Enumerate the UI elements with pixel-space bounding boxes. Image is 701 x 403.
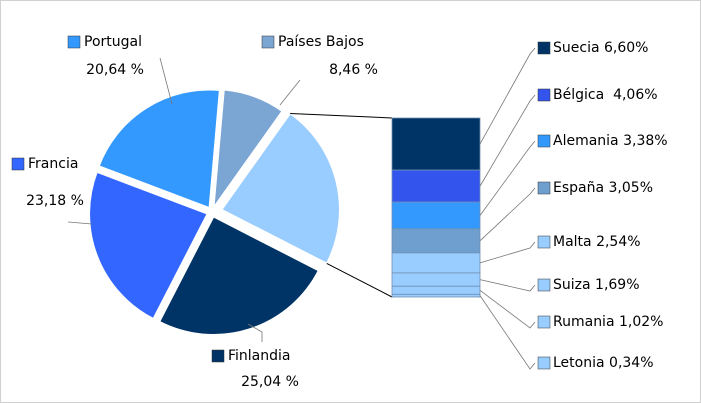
pie-slice xyxy=(97,89,221,209)
bar-label: España 3,05% xyxy=(553,180,653,196)
bar-label-value: 3,05% xyxy=(609,180,653,196)
bar-segment xyxy=(391,285,481,295)
bar-label: Rumania 1,02% xyxy=(553,314,663,330)
legend-swatch xyxy=(537,235,551,249)
pie-label-name: Finlandia xyxy=(228,348,291,364)
bar-segment xyxy=(391,228,481,254)
legend-swatch xyxy=(537,278,551,292)
pie-slice xyxy=(88,171,209,320)
bar-label-name: Bélgica xyxy=(553,87,604,103)
leader-line xyxy=(479,140,536,216)
legend-swatch xyxy=(211,349,225,363)
bar-label: Bélgica 4,06% xyxy=(553,87,658,103)
leader-line xyxy=(479,47,536,145)
bar-label-name: Letonia xyxy=(553,355,605,371)
bar-label-value: 6,60% xyxy=(604,40,648,56)
leader-line xyxy=(479,94,536,187)
bar-segment xyxy=(391,117,481,171)
connector xyxy=(326,262,393,298)
bar-label-value: 1,69% xyxy=(595,277,639,293)
pie-label-value: 20,64 % xyxy=(86,62,144,78)
bar-segment xyxy=(391,252,481,274)
bar-segment xyxy=(391,169,481,203)
legend-swatch xyxy=(261,35,275,49)
bar-segment xyxy=(391,272,481,287)
legend-swatch xyxy=(537,181,551,195)
leader-line xyxy=(247,323,263,342)
bar-label: Letonia 0,34% xyxy=(553,355,654,371)
bar-label-value: 4,06% xyxy=(609,87,658,103)
bar-label-value: 1,02% xyxy=(619,314,663,330)
legend-swatch xyxy=(537,356,551,370)
leader-line xyxy=(479,187,536,242)
pie-slice xyxy=(212,88,284,210)
leader-line xyxy=(479,241,536,264)
bar-segment xyxy=(391,293,481,298)
bar-label: Suiza 1,69% xyxy=(553,277,640,293)
bar-segment xyxy=(391,201,481,230)
legend-swatch xyxy=(67,35,81,49)
bar-label-value: 3,38% xyxy=(623,133,667,149)
bar-label: Suecia 6,60% xyxy=(553,40,648,56)
pie-label-name: Portugal xyxy=(84,34,142,50)
legend-swatch xyxy=(537,315,551,329)
pie-label-value: 25,04 % xyxy=(241,374,299,390)
pie-label-name: Francia xyxy=(28,156,78,172)
leader-line xyxy=(279,79,301,106)
pie-label-name: Países Bajos xyxy=(278,34,364,50)
bar-label-value: 2,54% xyxy=(596,234,640,250)
legend-swatch xyxy=(11,157,25,171)
connector xyxy=(290,113,393,119)
bar-label-name: Rumania xyxy=(553,314,615,330)
bar-label-name: Alemania xyxy=(553,133,619,149)
leader-line xyxy=(479,279,536,292)
bar-label: Malta 2,54% xyxy=(553,234,641,250)
pie-slice xyxy=(158,215,320,336)
bar-label-name: Malta xyxy=(553,234,592,250)
leader-line xyxy=(159,57,173,105)
leader-line xyxy=(67,221,93,225)
pie-label-value: 23,18 % xyxy=(26,193,84,209)
bar-label-name: Suecia xyxy=(553,40,600,56)
bar-label-value: 0,34% xyxy=(609,355,653,371)
legend-swatch xyxy=(537,41,551,55)
bar-label: Alemania 3,38% xyxy=(553,133,668,149)
bar-label-name: España xyxy=(553,180,604,196)
leader-line xyxy=(479,295,536,370)
legend-swatch xyxy=(537,134,551,148)
legend-swatch xyxy=(537,88,551,102)
pie-slice xyxy=(220,112,341,265)
bar-label-name: Suiza xyxy=(553,277,591,293)
pie-label-value: 8,46 % xyxy=(329,62,378,78)
leader-line xyxy=(479,289,536,329)
